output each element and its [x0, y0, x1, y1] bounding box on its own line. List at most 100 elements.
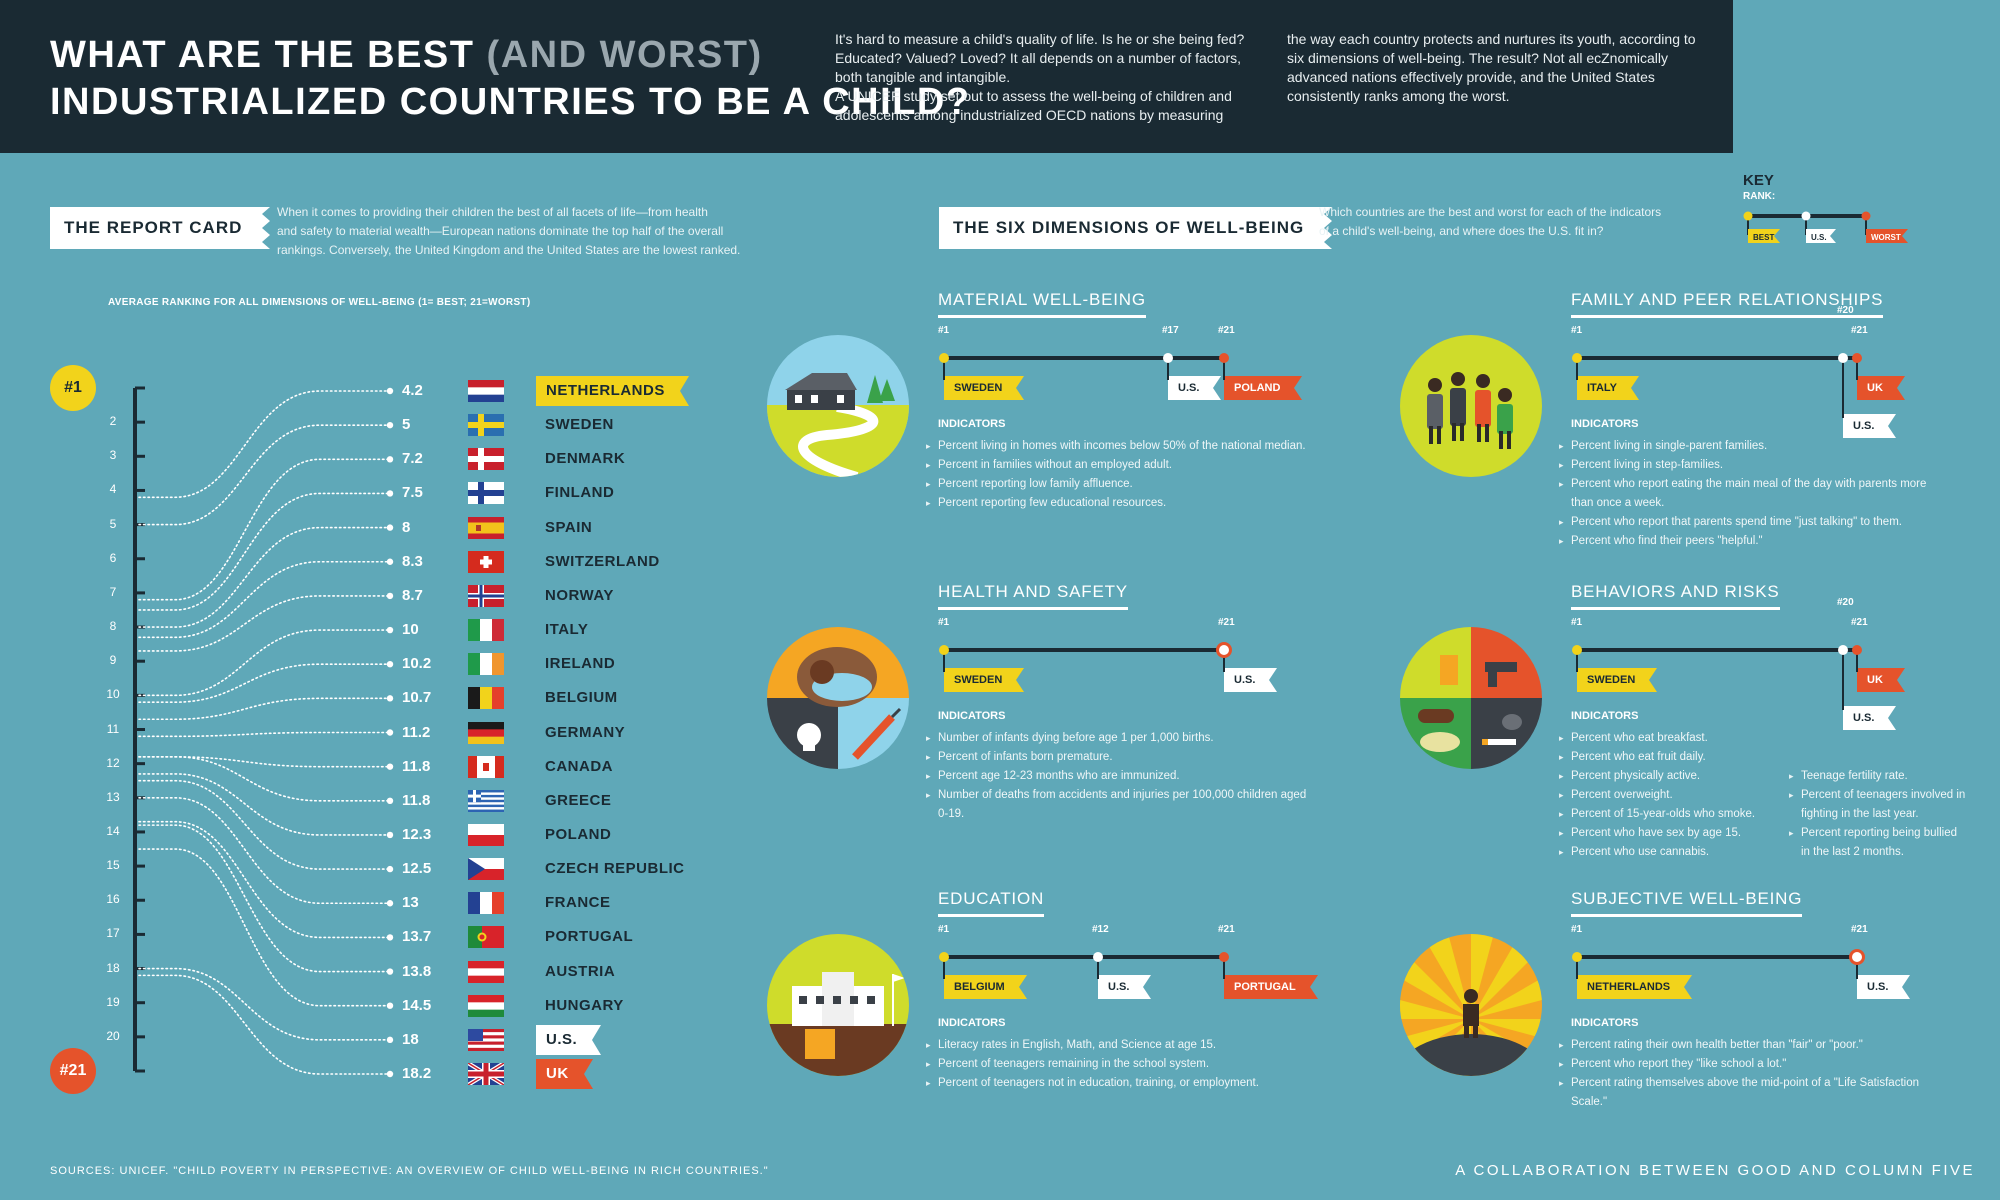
- flag-part: [476, 524, 481, 531]
- ranking-dot: [386, 1002, 394, 1009]
- family-icon-part: [1477, 424, 1481, 442]
- ranking-dot: [386, 1070, 394, 1078]
- flag-tail-shape: [1305, 975, 1318, 999]
- country-name: AUSTRIA: [545, 962, 616, 980]
- flag-tail-shape: [1892, 376, 1905, 400]
- cz-flag-icon: [468, 858, 504, 881]
- flag-part: [468, 809, 504, 812]
- flag-part: [492, 653, 504, 676]
- ie-flag-icon: [468, 653, 504, 676]
- flag-part: [468, 960, 504, 969]
- header-banner: [0, 0, 1733, 153]
- ranking-axis-label: 8: [109, 619, 117, 634]
- indicator-item: Literacy rates in English, Math, and Sci…: [926, 1036, 1316, 1055]
- country-label: FINLAND: [536, 478, 623, 508]
- flag-part: [468, 1035, 504, 1039]
- country-label: CZECH REPUBLIC: [536, 854, 694, 884]
- ranking-dot: [386, 456, 394, 463]
- sunburst-person-icon-part: [1400, 934, 1471, 1019]
- flag-part: [480, 653, 493, 676]
- ranking-dot: [386, 387, 394, 395]
- flag-part: [468, 456, 504, 463]
- country-name: NETHERLANDS: [536, 376, 675, 406]
- ca-flag-icon: [468, 755, 504, 778]
- flag-tail-shape: [1012, 376, 1025, 400]
- flag-tail-shape: [1209, 376, 1222, 400]
- country-name: PORTUGAL: [545, 928, 634, 946]
- sunburst-person-icon-part: [1400, 1034, 1542, 1076]
- key-best-flag: [1748, 229, 1780, 243]
- sunburst-person-icon-part: [1471, 1019, 1542, 1051]
- house-landscape-icon-part: [785, 373, 857, 390]
- indicator-item: Percent of 15-year-olds who smoke.: [1559, 805, 1794, 824]
- sunburst-person-icon-group: [1400, 934, 1542, 1076]
- flag-tail-shape: [1014, 975, 1027, 999]
- family-icon-part: [1437, 426, 1441, 444]
- ranking-connector-line: [138, 663, 391, 703]
- rank-dot: [1852, 353, 1862, 363]
- family-icon-part: [1400, 335, 1542, 477]
- flag-part: [468, 975, 504, 983]
- ranking-axis-label: 6: [109, 550, 117, 565]
- health-safety-icon: [767, 627, 909, 769]
- behaviors-risks-icon-group: [1400, 627, 1542, 769]
- ranking-connector-line: [138, 697, 391, 721]
- health-safety-icon-part: [890, 707, 902, 719]
- sunburst-person-icon-part: [1411, 934, 1471, 1019]
- flag-part: [468, 804, 504, 808]
- ranking-axis-label: 11: [106, 721, 120, 736]
- ranking-dot: [386, 968, 394, 975]
- rank-flag-label: U.S.: [1843, 414, 1885, 438]
- rank-number: #21: [1218, 325, 1235, 336]
- be-flag-icon: [468, 687, 504, 710]
- flag-part: [468, 799, 504, 803]
- rank-flag: U.S.: [1857, 975, 1911, 999]
- rank-dot: [1163, 353, 1173, 363]
- indicator-item: Number of deaths from accidents and inju…: [926, 786, 1316, 824]
- indicator-item: Percent of infants born premature.: [926, 748, 1316, 767]
- rank-dot: [939, 353, 949, 363]
- ranking-axis-label: 3: [109, 448, 117, 463]
- dimension-title: EDUCATION: [938, 889, 1045, 917]
- rank-flag-label: PORTUGAL: [1224, 975, 1306, 999]
- flag-part: [468, 1009, 504, 1017]
- ranking-dot: [386, 900, 394, 907]
- indicators-heading: INDICATORS: [1571, 418, 1639, 430]
- country-name: BELGIUM: [545, 689, 618, 707]
- indicator-item: Percent rating their own health better t…: [1559, 1036, 1949, 1055]
- ranking-value: 11.2: [402, 723, 431, 741]
- flag-part: [468, 527, 504, 534]
- indicator-item: Percent in families without an employed …: [926, 456, 1316, 475]
- indicators-heading: INDICATORS: [938, 710, 1006, 722]
- flag-tail-shape: [1290, 376, 1303, 400]
- rank-dot: [1219, 952, 1229, 962]
- flag-part: [492, 619, 504, 642]
- flag-part: [468, 1038, 504, 1042]
- country-label: SPAIN: [536, 513, 601, 543]
- indicators-list: Percent rating their own health better t…: [1559, 1036, 1949, 1112]
- flag-part: [468, 1002, 504, 1010]
- house-landscape-icon-group: [767, 335, 909, 477]
- sunburst-person-icon-part: [1473, 1024, 1478, 1038]
- flag-part: [492, 892, 504, 915]
- family-icon-part: [1497, 404, 1513, 434]
- flag-part: [477, 755, 487, 778]
- rank-flag-label: NETHERLANDS: [1577, 975, 1681, 999]
- rank-number: #21: [1218, 924, 1235, 935]
- flag-tail-shape: [1645, 668, 1658, 692]
- sources-text: SOURCES: UNICEF. "CHILD POVERTY IN PERSP…: [50, 1165, 769, 1177]
- intro-text-col1: It's hard to measure a child's quality o…: [835, 31, 1245, 123]
- rank-flag-label: ITALY: [1577, 376, 1627, 400]
- country-label: AUSTRIA: [536, 957, 624, 987]
- behaviors-risks-icon-part: [1502, 714, 1522, 730]
- intro-text-col2: the way each country protects and nurtur…: [1287, 31, 1696, 104]
- family-icon-part: [1507, 431, 1511, 449]
- flag-part: [468, 802, 504, 805]
- flag-tail-shape: [1884, 706, 1897, 730]
- indicators-list: Literacy rates in English, Math, and Sci…: [926, 1036, 1316, 1093]
- behaviors-risks-icon-part: [1485, 662, 1517, 672]
- flag-part: [480, 687, 493, 710]
- ranking-axis-label: 18: [106, 960, 120, 975]
- ranking-dot: [386, 695, 394, 702]
- flag-tail-shape: [1898, 975, 1911, 999]
